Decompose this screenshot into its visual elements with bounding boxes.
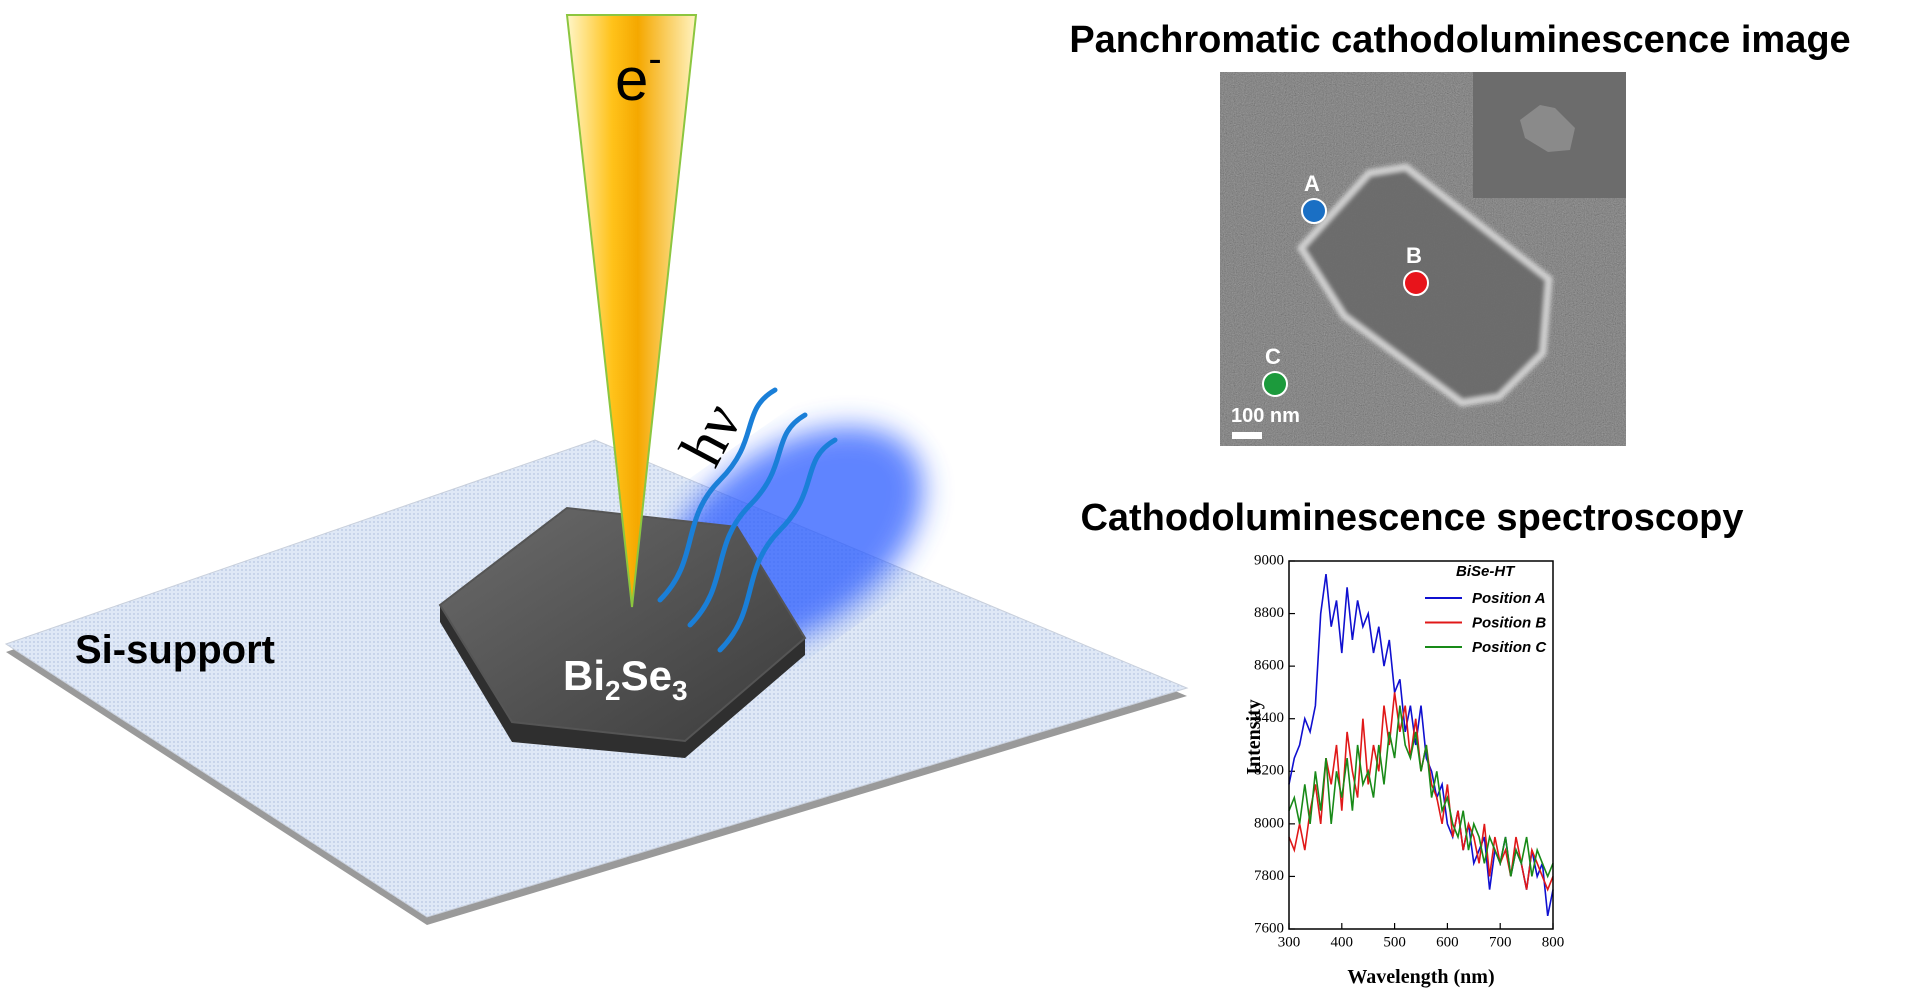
y-tick-label: 8800 [1254, 605, 1284, 621]
sem-point-label: B [1406, 243, 1422, 268]
legend-label: Position A [1472, 590, 1546, 607]
y-tick-label: 8000 [1254, 815, 1284, 831]
x-tick-label: 500 [1383, 934, 1406, 950]
crystal-element: Bi [563, 652, 605, 699]
sem-point-label: A [1304, 171, 1320, 196]
y-tick-label: 9000 [1254, 552, 1284, 568]
legend-label: Position B [1472, 615, 1546, 632]
electron-label: e- [615, 37, 662, 113]
crystal-element: Se [621, 652, 672, 699]
electron-charge: - [648, 37, 661, 81]
sem-points: A B C [1262, 171, 1429, 397]
electron-symbol: e [615, 46, 648, 113]
emission-waves [657, 387, 838, 653]
chart: Cathodoluminescence spectroscopy 7600 7800… [1080, 497, 1743, 988]
scale-bar-label: 100 nm [1231, 405, 1300, 427]
sem-point [1301, 198, 1327, 224]
x-axis-label: Wavelength (nm) [1347, 966, 1494, 988]
substrate-label: Si-support [75, 628, 275, 672]
chart-title: Cathodoluminescence spectroscopy [1080, 497, 1743, 539]
electron-beam [565, 14, 698, 608]
y-axis-label: Intensity [1243, 699, 1265, 775]
y-tick-label: 8400 [1254, 710, 1284, 726]
sem-point [1403, 270, 1429, 296]
y-tick-label: 8600 [1254, 658, 1284, 674]
crystal-subscript: 3 [672, 675, 688, 706]
crystal-subscript: 2 [605, 675, 621, 706]
y-tick-label: 7800 [1254, 868, 1284, 884]
crystal [438, 506, 807, 758]
series-line [1288, 705, 1554, 879]
crystal-label: Bi2Se3 [563, 652, 688, 706]
x-tick-label: 400 [1331, 934, 1354, 950]
sem-point [1262, 371, 1288, 397]
x-tick-label: 800 [1542, 934, 1565, 950]
legend-label: Position C [1472, 639, 1547, 656]
x-tick-label: 700 [1489, 934, 1512, 950]
x-tick-label: 300 [1278, 934, 1301, 950]
sem-point-label: C [1265, 344, 1281, 369]
y-tick-label: 7600 [1254, 920, 1284, 936]
sem-title: Panchromatic cathodoluminescence image [1069, 19, 1850, 61]
y-tick-label: 8200 [1254, 763, 1284, 779]
legend-title: BiSe-HT [1456, 563, 1516, 580]
x-tick-label: 600 [1436, 934, 1459, 950]
plot-frame [1288, 560, 1554, 930]
